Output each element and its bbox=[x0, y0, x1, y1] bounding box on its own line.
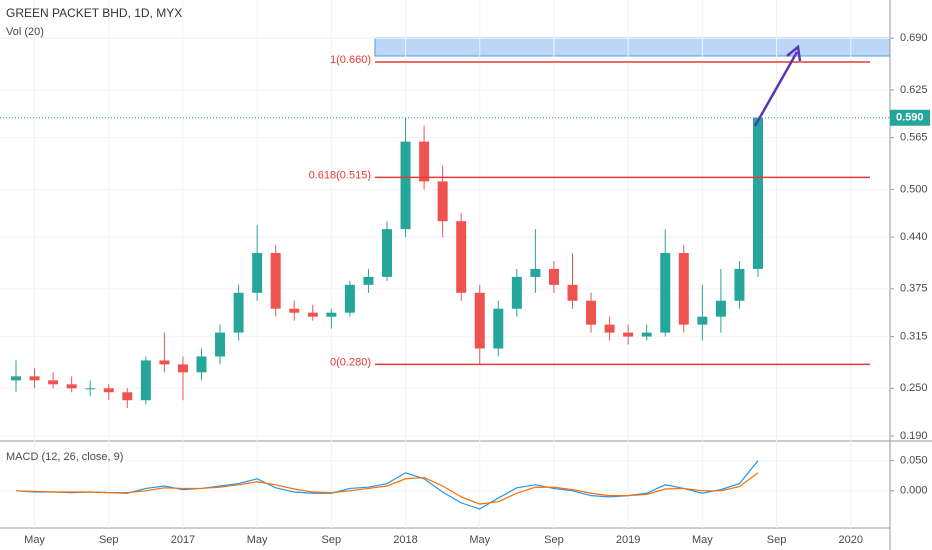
candle-body bbox=[548, 268, 559, 285]
candle-body bbox=[215, 332, 226, 357]
candle-body bbox=[363, 276, 374, 285]
candle-body bbox=[678, 253, 689, 325]
candle-body bbox=[530, 268, 541, 277]
x-tick-label: May bbox=[24, 534, 45, 546]
y-tick-label: 0.190 bbox=[900, 430, 928, 442]
y-tick-label: 0.315 bbox=[900, 330, 928, 342]
y-tick-label: 0.250 bbox=[900, 382, 928, 394]
volume-label: Vol (20) bbox=[6, 26, 44, 38]
candle-body bbox=[233, 292, 244, 333]
last-price-tag bbox=[890, 109, 930, 126]
candle-body bbox=[697, 316, 708, 325]
candle-body bbox=[103, 388, 114, 393]
candle-body bbox=[252, 253, 263, 293]
y-tick-label: 0.000 bbox=[900, 485, 928, 497]
x-tick-label: 2019 bbox=[616, 534, 640, 546]
y-tick-label: 0.690 bbox=[900, 32, 928, 44]
x-tick-label: 2017 bbox=[171, 534, 195, 546]
candle-body bbox=[289, 308, 300, 313]
y-tick-label: 0.500 bbox=[900, 183, 928, 195]
candle-body bbox=[66, 384, 77, 389]
candle-body bbox=[641, 332, 652, 337]
x-tick-label: May bbox=[247, 534, 268, 546]
candle-body bbox=[400, 141, 411, 230]
x-tick-label: 2018 bbox=[393, 534, 417, 546]
candle-body bbox=[493, 308, 504, 349]
candle-body bbox=[270, 253, 281, 309]
candle-body bbox=[456, 221, 467, 293]
y-tick-label: 0.565 bbox=[900, 132, 928, 144]
fib-label: 1(0.660) bbox=[330, 54, 371, 66]
candle-body bbox=[344, 284, 355, 313]
x-tick-label: 2020 bbox=[839, 534, 863, 546]
y-tick-label: 0.625 bbox=[900, 84, 928, 96]
x-tick-label: Sep bbox=[322, 534, 342, 546]
x-tick-label: Sep bbox=[767, 534, 787, 546]
candle-body bbox=[307, 312, 318, 317]
candle-body bbox=[122, 392, 133, 401]
candle-body bbox=[567, 284, 578, 301]
projection-arrow bbox=[753, 51, 799, 127]
candle-body bbox=[586, 300, 597, 325]
fib-label: 0(0.280) bbox=[330, 356, 371, 368]
candle-body bbox=[715, 300, 726, 317]
candle-body bbox=[660, 253, 671, 333]
macd-title: MACD (12, 26, close, 9) bbox=[6, 451, 123, 463]
candle-body bbox=[85, 388, 96, 390]
candle-body bbox=[29, 376, 40, 381]
candle-body bbox=[604, 324, 615, 333]
arrow-head bbox=[786, 44, 802, 62]
macd-line bbox=[15, 472, 759, 505]
candle-body bbox=[177, 364, 188, 373]
y-tick-label: 0.440 bbox=[900, 231, 928, 243]
candle-body bbox=[48, 380, 59, 385]
candle-body bbox=[437, 181, 448, 222]
candle-body bbox=[159, 360, 170, 365]
candle-body bbox=[382, 229, 392, 277]
target-zone bbox=[374, 37, 891, 57]
candle-body bbox=[11, 376, 21, 381]
candle-body bbox=[753, 117, 763, 269]
last-price-label: 0.590 bbox=[896, 112, 924, 124]
candle-body bbox=[511, 276, 522, 309]
candle-body bbox=[326, 312, 337, 317]
fib-label: 0.618(0.515) bbox=[309, 169, 371, 181]
candle-body bbox=[196, 356, 207, 373]
x-tick-label: May bbox=[692, 534, 713, 546]
x-tick-label: May bbox=[469, 534, 490, 546]
candle-body bbox=[474, 292, 485, 349]
candle-body bbox=[623, 332, 634, 337]
y-tick-label: 0.050 bbox=[900, 455, 928, 467]
candle-body bbox=[140, 360, 151, 401]
x-tick-label: Sep bbox=[99, 534, 119, 546]
y-tick-label: 0.375 bbox=[900, 283, 928, 295]
candle-body bbox=[734, 268, 745, 301]
chart-title: GREEN PACKET BHD, 1D, MYX bbox=[6, 6, 182, 20]
x-tick-label: Sep bbox=[544, 534, 564, 546]
candle-body bbox=[419, 141, 430, 182]
